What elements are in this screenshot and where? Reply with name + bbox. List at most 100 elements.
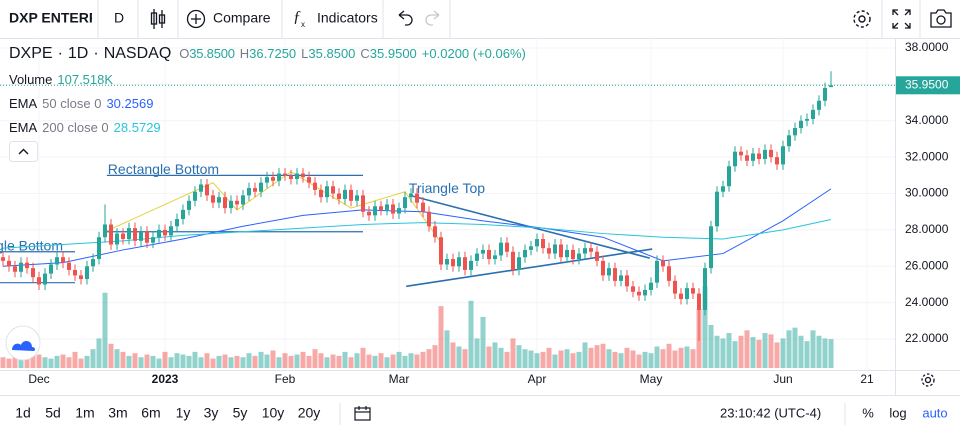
symbol-name[interactable]: DXP ENTERPRISES	[9, 10, 140, 26]
volume-bar	[726, 333, 732, 368]
volume-bar	[210, 358, 216, 368]
volume-bar	[780, 338, 786, 368]
candle-body	[61, 257, 65, 263]
volume-bar	[144, 354, 150, 368]
volume-bar	[354, 353, 360, 368]
volume-bar	[816, 335, 822, 368]
ema200-legend: EMA 200 close 0 28.5729	[9, 120, 161, 135]
range-button[interactable]: 3y	[204, 405, 219, 421]
candle-body	[259, 182, 263, 192]
candle-body	[511, 251, 515, 270]
candle-body	[697, 293, 701, 310]
range-button[interactable]: 1y	[176, 405, 191, 421]
volume-bar	[612, 351, 618, 368]
candle-body	[685, 288, 689, 300]
percent-toggle[interactable]: %	[862, 405, 874, 420]
redo-icon[interactable]	[425, 10, 440, 26]
volume-bar	[564, 349, 570, 368]
volume-bar	[276, 357, 282, 368]
dot: ·	[93, 45, 99, 62]
candle-body	[31, 268, 35, 278]
range-button[interactable]: 3m	[108, 405, 127, 421]
volume-bar	[84, 355, 90, 368]
candle-body	[541, 239, 545, 249]
candle-body	[247, 188, 251, 196]
dot: ·	[57, 45, 63, 62]
x-tick-label: Jun	[773, 372, 792, 386]
range-button[interactable]: 1m	[75, 405, 94, 421]
ohlc: O35.8500	[179, 46, 235, 61]
ema50-legend: EMA 50 close 0 30.2569	[9, 96, 153, 111]
volume-bar	[30, 351, 36, 368]
volume-bar	[420, 351, 426, 368]
range-button[interactable]: 5d	[45, 405, 61, 421]
volume-bar	[150, 355, 156, 368]
c-letter: C	[360, 46, 370, 61]
chart-style-icon[interactable]	[150, 9, 166, 29]
candle-body	[127, 228, 131, 240]
candle-body	[301, 173, 305, 178]
candle-body	[823, 88, 827, 101]
volume-bar	[756, 339, 762, 368]
candle-body	[625, 275, 629, 287]
candle-body	[619, 275, 623, 281]
candle-body	[415, 193, 419, 203]
range-button[interactable]: 20y	[298, 405, 321, 421]
volume-bar	[48, 358, 54, 368]
interval[interactable]: D	[114, 10, 124, 26]
fullscreen-icon[interactable]	[892, 9, 911, 29]
clock: 23:10:42 (UTC-4)	[720, 405, 821, 420]
compare-icon[interactable]	[186, 9, 206, 29]
volume-bar	[828, 339, 834, 368]
volume-bar	[642, 351, 648, 368]
candle-body	[661, 260, 665, 267]
date-range-icon[interactable]	[354, 406, 371, 421]
log-toggle[interactable]: log	[889, 405, 906, 420]
change: +0.0200 (+0.06%)	[421, 46, 526, 61]
y-tick-label: 26.0000	[905, 258, 949, 272]
candle-body	[403, 197, 407, 209]
volume-bar	[450, 342, 456, 368]
candle-body	[289, 175, 293, 179]
candle-body	[55, 257, 59, 265]
candle-body	[91, 259, 95, 267]
snapshot-icon[interactable]	[930, 9, 952, 28]
indicators-button[interactable]: Indicators	[317, 10, 378, 26]
volume-bar	[606, 349, 612, 368]
candle-body	[313, 182, 317, 190]
volume-bar	[684, 346, 690, 368]
candle-body	[109, 224, 113, 245]
candle-body	[355, 195, 359, 201]
candle-body	[721, 186, 725, 192]
volume-bar	[318, 353, 324, 368]
volume-bar	[174, 353, 180, 368]
candle-body	[607, 268, 611, 276]
volume-bar	[246, 353, 252, 368]
candle-body	[13, 266, 17, 272]
compare-button[interactable]: Compare	[213, 10, 271, 26]
volume-bar	[702, 286, 708, 368]
volume-bar	[66, 357, 72, 368]
range-button[interactable]: 5y	[233, 405, 248, 421]
volume-bar	[498, 347, 504, 368]
volume-bar	[540, 351, 546, 368]
volume-bar	[474, 338, 480, 368]
volume-bar	[114, 349, 120, 368]
volume-bar	[384, 357, 390, 368]
settings-axis-icon[interactable]	[921, 373, 935, 387]
collapse-legend-button[interactable]	[9, 141, 38, 162]
range-button[interactable]: 10y	[262, 405, 285, 421]
candle-body	[763, 149, 767, 159]
y-tick-label: 24.0000	[905, 295, 949, 309]
candle-body	[649, 282, 653, 290]
auto-toggle[interactable]: auto	[922, 405, 947, 420]
volume-bar	[330, 354, 336, 368]
candle-body	[103, 224, 107, 238]
settings-icon[interactable]	[853, 10, 871, 28]
range-button[interactable]: 1d	[15, 405, 31, 421]
undo-icon[interactable]	[398, 10, 413, 26]
range-button[interactable]: 6m	[141, 405, 160, 421]
volume-bar	[24, 355, 30, 368]
candle-body	[667, 266, 671, 281]
fx-icon[interactable]: ƒ	[293, 9, 301, 26]
